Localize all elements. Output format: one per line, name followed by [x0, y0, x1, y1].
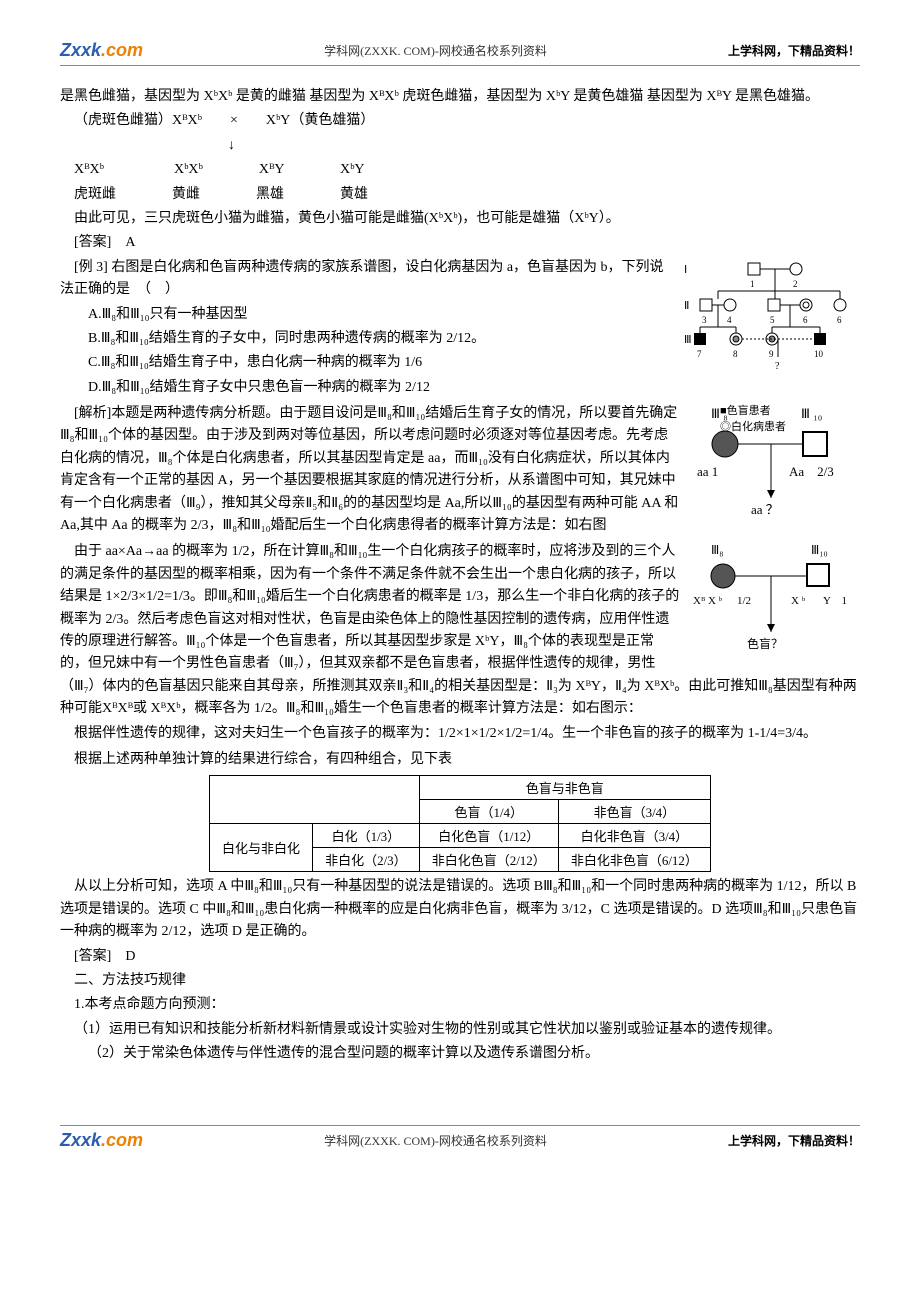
cross-line1: （虎斑色雌猫）XᴮXᵇ × XᵇY（黄色雄猫）	[60, 110, 860, 132]
svg-text:2: 2	[793, 279, 798, 289]
svg-text:?: ?	[775, 361, 780, 372]
sec2-1-2: （2）关于常染色体遗传与伴性遗传的混合型问题的概率计算以及遗传系谱图分析。	[60, 1043, 860, 1065]
svg-text:X ᵇ: X ᵇ	[791, 595, 806, 607]
svg-text:5: 5	[770, 315, 775, 325]
pedigree-diagram: Ⅰ 1 2 Ⅱ 3 4 5 6 6	[680, 257, 860, 397]
svg-text:色盲？: 色盲？	[747, 636, 783, 651]
th-albino-group: 白化与非白化	[210, 824, 313, 872]
header-center: 学科网(ZXXK. COM)-网校通名校系列资料	[324, 42, 547, 59]
logo-text: Zxxk	[60, 40, 101, 60]
svg-text:Aa 2/3: Aa 2/3	[789, 464, 834, 479]
analysis-3: 根据伴性遗传的规律，这对夫妇生一个色盲孩子的概率为：1/2×1×1/2×1/2=…	[60, 723, 860, 745]
svg-text:Ⅲ ₁₀: Ⅲ ₁₀	[801, 406, 822, 421]
cross-line3: 虎斑雌 黄雌 黑雄 黄雄	[60, 184, 860, 206]
header-right: 上学科网，下精品资料！	[728, 42, 860, 59]
analysis-5: 从以上分析可知，选项 A 中Ⅲ₈和Ⅲ₁₀只有一种基因型的说法是错误的。选项 BⅢ…	[60, 876, 860, 943]
page-header: Zxxk.com 学科网(ZXXK. COM)-网校通名校系列资料 上学科网，下…	[60, 40, 860, 66]
answer-d: [答案] D	[60, 946, 860, 968]
svg-text:3: 3	[702, 315, 707, 325]
th-noncb: 非色盲（3/4）	[558, 800, 710, 824]
svg-text:Ⅲ ₈: Ⅲ ₈	[711, 406, 728, 421]
td-alb-noncb: 白化非色盲（3/4）	[558, 824, 710, 848]
svg-text:aa 1: aa 1	[697, 464, 718, 479]
svg-text:Ⅲ₁₀: Ⅲ₁₀	[811, 543, 828, 557]
logo-dot: .com	[101, 40, 143, 60]
svg-text:6: 6	[837, 315, 842, 325]
analysis-4: 根据上述两种单独计算的结果进行综合，有四种组合，见下表	[60, 749, 860, 771]
svg-text:8: 8	[733, 349, 738, 359]
td-nonalb: 非白化（2/3）	[313, 848, 420, 872]
cross-arrow: ↓	[60, 135, 860, 157]
svg-text:Xᴮ X ᵇ: Xᴮ X ᵇ	[693, 595, 723, 607]
svg-text:Y 1: Y 1	[823, 595, 847, 607]
cross-line2: XᴮXᵇ XᵇXᵇ XᴮY XᵇY	[60, 159, 860, 181]
svg-text:Ⅲ: Ⅲ	[684, 334, 692, 346]
th-cb: 色盲（1/4）	[419, 800, 558, 824]
footer-center: 学科网(ZXXK. COM)-网校通名校系列资料	[324, 1132, 547, 1149]
answer-a: [答案] A	[60, 232, 860, 254]
svg-text:Ⅲ₈: Ⅲ₈	[711, 543, 723, 557]
svg-text:1/2: 1/2	[737, 595, 751, 607]
footer-logo: Zxxk.com	[60, 1130, 143, 1151]
svg-text:6: 6	[803, 315, 808, 325]
td-alb-cb: 白化色盲（1/12）	[419, 824, 558, 848]
svg-text:10: 10	[814, 349, 824, 359]
paragraph-intro: 是黑色雌猫，基因型为 XᵇXᵇ 是黄的雌猫 基因型为 XᴮXᵇ 虎斑色雌猫，基因…	[60, 86, 860, 108]
sec2-1: 1.本考点命题方向预测：	[60, 994, 860, 1016]
result-table: 色盲与非色盲 色盲（1/4） 非色盲（3/4） 白化与非白化 白化（1/3） 白…	[209, 775, 711, 872]
svg-text:4: 4	[727, 315, 732, 325]
paragraph-conclusion1: 由此可见，三只虎斑色小猫为雌猫，黄色小猫可能是雌猫(XᵇXᵇ)，也可能是雄猫（X…	[60, 208, 860, 230]
th-colorblind: 色盲与非色盲	[419, 776, 710, 800]
svg-text:Ⅱ: Ⅱ	[684, 300, 689, 312]
svg-text:9: 9	[769, 349, 774, 359]
td-albino: 白化（1/3）	[313, 824, 420, 848]
svg-text:1: 1	[750, 279, 755, 289]
punnett-albino: Ⅲ ₈ Ⅲ ₁₀ aa 1 Aa 2/3 aa ？	[690, 401, 860, 521]
svg-text:Ⅰ: Ⅰ	[684, 264, 687, 276]
sec2-1-1: （1）运用已有知识和技能分析新材料新情景或设计实验对生物的性别或其它性状加以鉴别…	[60, 1019, 860, 1041]
page-footer: Zxxk.com 学科网(ZXXK. COM)-网校通名校系列资料 上学科网，下…	[60, 1125, 860, 1151]
td-nonalb-noncb: 非白化非色盲（6/12）	[558, 848, 710, 872]
logo: Zxxk.com	[60, 40, 143, 61]
svg-text:7: 7	[697, 349, 702, 359]
svg-text:aa ？: aa ？	[751, 502, 779, 517]
footer-right: 上学科网，下精品资料！	[728, 1132, 860, 1149]
td-nonalb-cb: 非白化色盲（2/12）	[419, 848, 558, 872]
punnett-colorblind: Ⅲ₈ Ⅲ₁₀ Xᴮ X ᵇ 1/2 X ᵇ Y 1 色盲？	[690, 539, 860, 659]
section-2: 二、方法技巧规律	[60, 970, 860, 992]
